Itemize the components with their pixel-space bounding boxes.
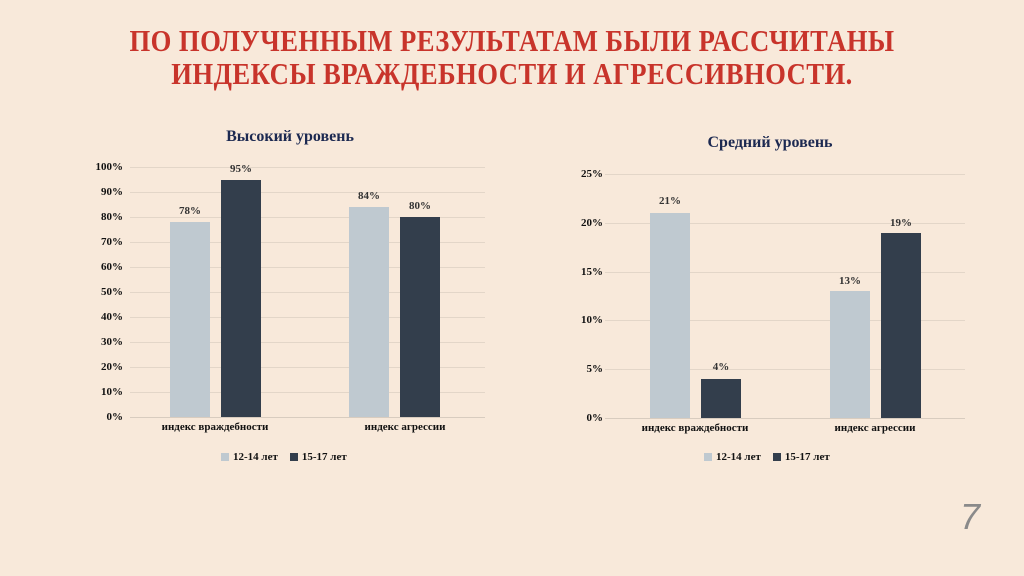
chart-title: Средний уровень xyxy=(707,134,833,151)
bar-15-17-hostility xyxy=(221,179,261,417)
y-tick-label: 80% xyxy=(101,211,123,223)
legend-swatch xyxy=(289,453,298,462)
gridline xyxy=(605,320,965,321)
data-label: 80% xyxy=(409,200,431,212)
y-tick-label: 0% xyxy=(586,412,604,424)
data-label: 21% xyxy=(659,195,681,207)
gridline xyxy=(130,192,485,193)
legend-item-12-14: 12-14 лет xyxy=(221,451,278,463)
slide-title-line-2: ИНДЕКСЫ ВРАЖДЕБНОСТИ И АГРЕССИВНОСТИ. xyxy=(171,56,853,91)
y-tick-label: 100% xyxy=(95,161,124,173)
data-label: 19% xyxy=(890,217,912,229)
y-tick-label: 25% xyxy=(581,168,603,180)
gridline xyxy=(130,267,485,268)
x-tick-label: индекс агрессии xyxy=(834,422,916,434)
chart-medium-level: Средний уровень 21% 4% 13% 19% индекс вр… xyxy=(560,130,980,480)
gridline xyxy=(130,392,485,393)
gridline xyxy=(605,369,965,370)
gridline xyxy=(130,242,485,243)
legend-label: 12-14 лет xyxy=(716,451,761,463)
legend-swatch xyxy=(221,453,229,462)
legend-item-15-17: 15-17 лет xyxy=(289,451,347,463)
legend-swatch xyxy=(704,453,712,462)
y-tick-label: 15% xyxy=(581,266,603,278)
slide-title-line-1: ПО ПОЛУЧЕННЫМ РЕЗУЛЬТАТАМ БЫЛИ РАССЧИТАН… xyxy=(129,23,895,58)
bar-15-17-aggression xyxy=(881,233,921,418)
gridline xyxy=(605,174,965,175)
x-axis-line xyxy=(605,418,965,419)
gridline xyxy=(130,217,485,218)
bar-15-17-hostility xyxy=(701,379,741,418)
gridline xyxy=(130,317,485,318)
gridline xyxy=(130,167,485,168)
y-tick-label: 40% xyxy=(101,311,123,323)
y-tick-label: 5% xyxy=(586,363,604,375)
y-tick-label: 10% xyxy=(581,314,603,326)
legend-label: 15-17 лет xyxy=(784,451,830,463)
y-tick-label: 50% xyxy=(101,286,123,298)
gridline xyxy=(605,272,965,273)
x-axis-line xyxy=(130,417,485,418)
data-label: 95% xyxy=(230,163,252,175)
slide-title: ПО ПОЛУЧЕННЫМ РЕЗУЛЬТАТАМ БЫЛИ РАССЧИТАН… xyxy=(72,24,953,90)
plot-area: 21% 4% 13% 19% индекс враждебности индек… xyxy=(605,174,965,434)
legend-label: 15-17 лет xyxy=(301,451,347,463)
y-tick-label: 60% xyxy=(101,261,123,273)
chart-title: Высокий уровень xyxy=(226,128,354,145)
bar-12-14-hostility xyxy=(650,213,690,418)
bar-12-14-aggression xyxy=(830,291,870,418)
chart-high-level: Высокий уровень 78% 95% 84% 80% индекс в… xyxy=(80,120,500,480)
legend-item-12-14: 12-14 лет xyxy=(704,451,761,463)
x-tick-label: индекс агрессии xyxy=(364,421,446,433)
y-tick-label: 10% xyxy=(101,386,123,398)
gridline xyxy=(130,292,485,293)
y-tick-label: 20% xyxy=(581,217,603,229)
data-label: 13% xyxy=(839,275,861,287)
bar-12-14-hostility xyxy=(170,222,210,417)
y-tick-label: 20% xyxy=(101,361,123,373)
y-tick-label: 0% xyxy=(106,411,124,423)
bar-12-14-aggression xyxy=(349,207,389,417)
gridline xyxy=(605,223,965,224)
bar-15-17-aggression xyxy=(400,217,440,417)
legend-swatch xyxy=(772,453,781,462)
legend-label: 12-14 лет xyxy=(233,451,278,463)
x-tick-label: индекс враждебности xyxy=(161,421,269,433)
gridline xyxy=(130,367,485,368)
page-number: 7 xyxy=(959,496,980,537)
legend-item-15-17: 15-17 лет xyxy=(772,451,830,463)
legend: 12-14 лет 15-17 лет xyxy=(221,451,347,463)
data-label: 84% xyxy=(358,190,380,202)
y-tick-label: 30% xyxy=(101,336,123,348)
gridline xyxy=(130,342,485,343)
data-label: 78% xyxy=(179,205,201,217)
plot-area: 78% 95% 84% 80% индекс враждебности инде… xyxy=(130,163,485,433)
y-tick-label: 70% xyxy=(101,236,123,248)
legend: 12-14 лет 15-17 лет xyxy=(704,451,830,463)
x-tick-label: индекс враждебности xyxy=(641,422,749,434)
y-tick-label: 90% xyxy=(101,186,123,198)
data-label: 4% xyxy=(712,361,730,373)
